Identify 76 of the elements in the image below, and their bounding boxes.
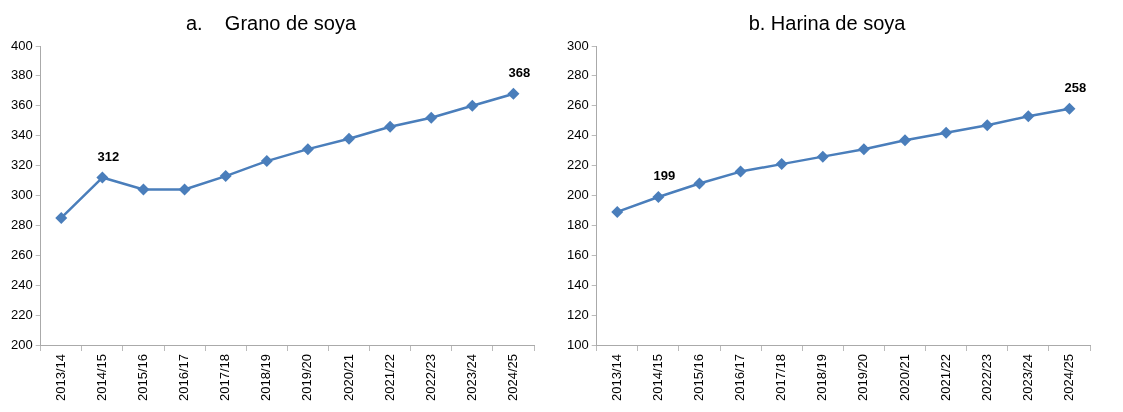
y-tick-label: 360 xyxy=(10,97,33,113)
point xyxy=(899,134,912,147)
y-tick-label: 200 xyxy=(10,336,33,352)
x-tick-label: 2020/21 xyxy=(340,354,356,402)
x-tick-label: 2013/14 xyxy=(52,354,68,402)
x-tick-label: 2019/20 xyxy=(299,354,315,402)
point xyxy=(693,177,706,190)
x-tick-label: 2014/15 xyxy=(93,354,109,402)
point xyxy=(96,171,109,184)
point xyxy=(507,87,520,100)
x-tick-label: 2016/17 xyxy=(732,354,748,402)
y-tick-label: 340 xyxy=(10,127,33,143)
y-tick-label: 260 xyxy=(566,97,589,113)
y-tick-label: 240 xyxy=(566,127,589,143)
y-tick-label: 220 xyxy=(566,157,589,173)
point xyxy=(981,119,994,132)
x-tick-label: 2023/24 xyxy=(463,354,479,402)
x-tick-label: 2020/21 xyxy=(896,354,912,402)
y-tick-label: 380 xyxy=(10,67,33,83)
y-tick-label: 280 xyxy=(566,67,589,83)
y-tick-label: 100 xyxy=(566,336,589,352)
x-tick-label: 2023/24 xyxy=(1019,354,1035,402)
chart-title: b. Harina de soya xyxy=(748,11,907,34)
y-tick-label: 260 xyxy=(10,246,33,262)
x-tick-label: 2019/20 xyxy=(855,354,871,402)
x-tick-label: 2021/22 xyxy=(937,354,953,402)
y-tick-label: 320 xyxy=(10,157,33,173)
x-tick-label: 2022/23 xyxy=(422,354,438,402)
y-tick-label: 160 xyxy=(566,246,589,262)
point xyxy=(260,155,273,168)
chart-title: a. Grano de soya xyxy=(185,11,357,34)
point xyxy=(466,99,479,112)
point xyxy=(301,143,314,156)
x-tick-label: 2022/23 xyxy=(978,354,994,402)
y-tick-label: 300 xyxy=(566,37,589,53)
point xyxy=(857,143,870,156)
x-tick-label: 2017/18 xyxy=(773,354,789,402)
y-tick-label: 180 xyxy=(566,216,589,232)
x-tick-label: 2017/18 xyxy=(217,354,233,402)
x-tick-label: 2024/25 xyxy=(505,354,521,402)
point xyxy=(425,111,438,124)
y-tick-label: 200 xyxy=(566,187,589,203)
point xyxy=(734,165,747,178)
point xyxy=(816,150,829,163)
y-tick-label: 140 xyxy=(566,276,589,292)
x-tick-label: 2024/25 xyxy=(1061,354,1077,402)
y-tick-label: 220 xyxy=(10,306,33,322)
x-tick-label: 2014/15 xyxy=(649,354,665,402)
x-tick-label: 2013/14 xyxy=(608,354,624,402)
data-label: 368 xyxy=(508,64,531,80)
data-label: 312 xyxy=(97,148,120,164)
point xyxy=(178,183,191,196)
x-tick-label: 2021/22 xyxy=(381,354,397,402)
y-tick-label: 120 xyxy=(566,306,589,322)
y-tick-label: 400 xyxy=(10,37,33,53)
point xyxy=(55,211,68,224)
x-tick-label: 2015/16 xyxy=(691,354,707,402)
point xyxy=(1022,110,1035,123)
point xyxy=(384,120,397,133)
data-label: 199 xyxy=(653,168,676,184)
point xyxy=(775,158,788,171)
y-tick-label: 280 xyxy=(10,216,33,232)
point xyxy=(1063,102,1076,115)
data-label: 258 xyxy=(1064,79,1087,95)
x-tick-label: 2016/17 xyxy=(176,354,192,402)
point xyxy=(940,126,953,139)
x-tick-label: 2018/19 xyxy=(814,354,830,402)
x-tick-label: 2018/19 xyxy=(258,354,274,402)
point xyxy=(343,132,356,145)
point xyxy=(611,205,624,218)
x-tick-label: 2015/16 xyxy=(135,354,151,402)
point xyxy=(652,191,665,203)
y-tick-label: 240 xyxy=(10,276,33,292)
y-tick-label: 300 xyxy=(10,187,33,203)
point xyxy=(219,170,232,183)
point xyxy=(137,183,150,196)
